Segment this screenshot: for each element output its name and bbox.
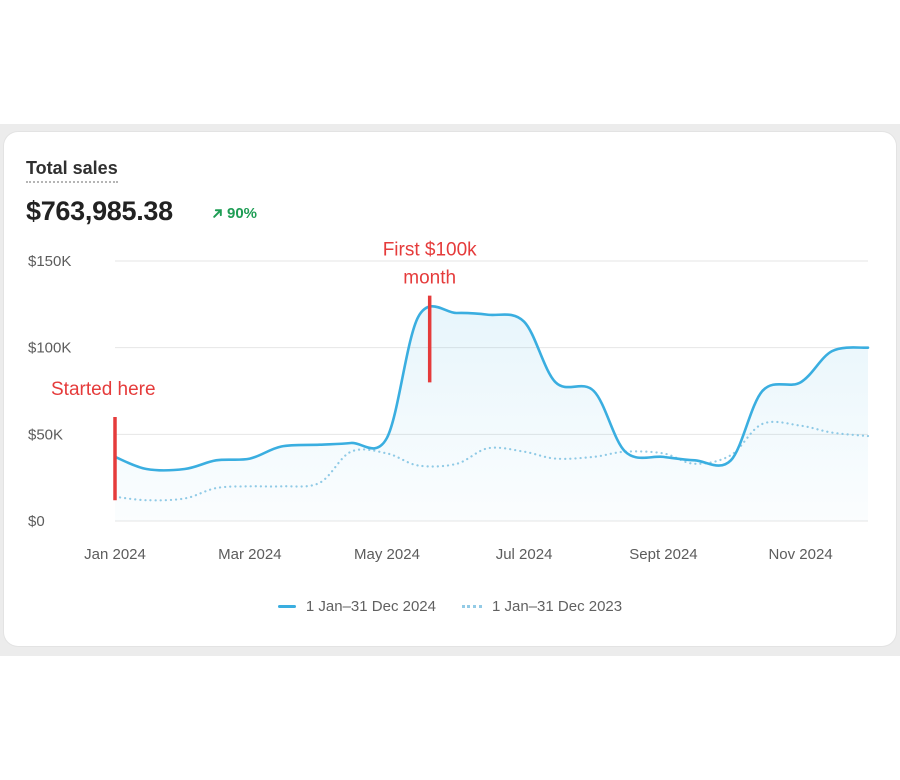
x-tick-label: Sept 2024 — [629, 546, 697, 563]
annotation-label-100k: month — [403, 268, 456, 289]
x-axis-ticks: Jan 2024 Mar 2024 May 2024 Jul 2024 Sept 202… — [84, 546, 833, 563]
x-tick-label: Nov 2024 — [768, 546, 832, 563]
total-sales-value: $763,985.38 — [26, 196, 173, 226]
x-tick-label: May 2024 — [354, 546, 420, 563]
y-tick-label: $100K — [28, 340, 71, 357]
legend-label-2023: 1 Jan–31 Dec 2023 — [492, 598, 623, 615]
change-percent: 90% — [227, 205, 258, 222]
y-tick-label: $0 — [28, 513, 45, 530]
series-area-2024 — [115, 306, 868, 521]
chart-series — [113, 305, 870, 521]
chart-legend: 1 Jan–31 Dec 2024 1 Jan–31 Dec 2023 — [4, 598, 896, 615]
card-title[interactable]: Total sales — [26, 158, 118, 183]
x-tick-label: Jul 2024 — [496, 546, 553, 563]
legend-swatch-dotted — [462, 605, 482, 608]
arrow-up-right-icon — [213, 209, 222, 218]
change-badge: 90% — [212, 205, 257, 222]
x-tick-label: Mar 2024 — [218, 546, 281, 563]
legend-item-2023[interactable]: 1 Jan–31 Dec 2023 — [462, 598, 622, 615]
y-axis-ticks: $0 $50K $100K $150K — [28, 253, 71, 530]
chart-annotations: Started here First $100k month — [51, 240, 477, 501]
sales-chart: $0 $50K $100K $150K Jan 2024 Mar 2024 May 202… — [28, 240, 870, 563]
y-tick-label: $50K — [28, 426, 63, 443]
x-tick-label: Jan 2024 — [84, 546, 146, 563]
annotation-label-start: Started here — [51, 379, 156, 400]
legend-swatch-solid — [277, 605, 296, 608]
legend-item-2024[interactable]: 1 Jan–31 Dec 2024 — [277, 598, 436, 615]
annotation-label-100k: First $100k — [383, 240, 477, 261]
legend-label-2024: 1 Jan–31 Dec 2024 — [305, 598, 436, 615]
y-tick-label: $150K — [28, 253, 71, 270]
total-sales-card: Total sales $763,985.38 90% $0 $50K $100K $… — [4, 132, 896, 646]
series-line-2024 — [113, 305, 870, 472]
